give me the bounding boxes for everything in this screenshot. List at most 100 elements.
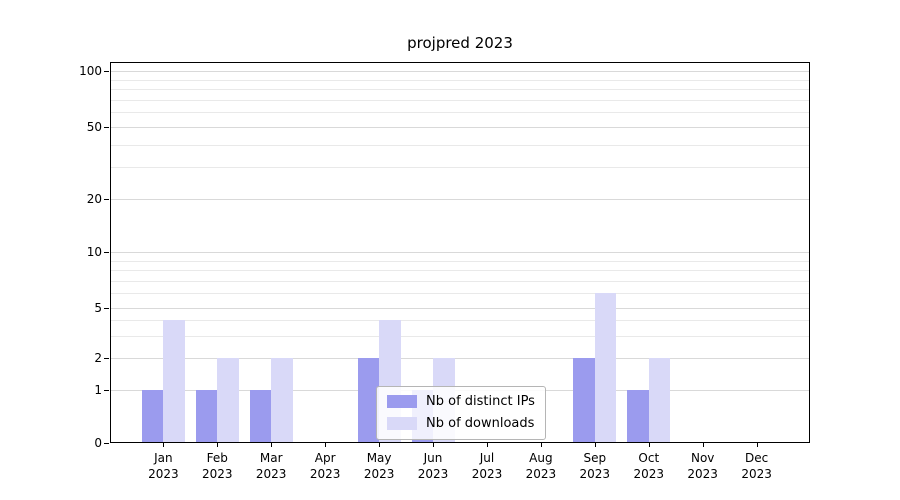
gridline-y-70 [110, 100, 810, 101]
bar-series0-mar [249, 390, 272, 443]
y-tick-label-10: 10 [86, 245, 102, 259]
x-tick-month: Apr [314, 451, 336, 465]
x-tick-month: Nov [690, 451, 715, 465]
x-tick-label-jan: Jan 2023 [133, 450, 193, 482]
y-tick-label-100: 100 [79, 64, 102, 78]
x-tick-year: 2023 [202, 467, 233, 481]
x-tick-mark-nov [703, 443, 704, 447]
x-tick-mark-aug [541, 443, 542, 447]
legend-item-distinct-ips: Nb of distinct IPs [387, 394, 535, 409]
y-tick-label-5: 5 [94, 301, 102, 315]
y-tick-label-2: 2 [94, 351, 102, 365]
x-tick-month: Sep [583, 451, 607, 465]
gridline-y-50 [110, 127, 810, 128]
x-tick-mark-jul [487, 443, 488, 447]
x-tick-label-aug: Aug 2023 [511, 450, 571, 482]
bar-series0-may [357, 358, 380, 443]
bar-series1-feb [217, 358, 239, 443]
y-tick-mark-0 [104, 443, 109, 444]
x-tick-month: Dec [744, 451, 769, 465]
x-tick-label-dec: Dec 2023 [727, 450, 787, 482]
x-tick-year: 2023 [309, 467, 341, 481]
x-tick-mark-dec [757, 443, 758, 447]
x-tick-label-apr: Apr 2023 [295, 450, 355, 482]
x-tick-month: Jun [423, 451, 443, 465]
x-tick-label-mar: Mar 2023 [241, 450, 301, 482]
y-tick-mark-100 [104, 71, 109, 72]
gridline-y-10 [110, 252, 810, 253]
legend: Nb of distinct IPs Nb of downloads [376, 386, 546, 440]
gridline-y-3 [110, 336, 810, 337]
x-tick-year: 2023 [471, 467, 503, 481]
x-tick-month: Mar [259, 451, 283, 465]
x-tick-mark-may [379, 443, 380, 447]
y-tick-mark-5 [104, 308, 109, 309]
bar-series0-jan [141, 390, 164, 443]
bar-series1-jan [163, 320, 185, 443]
bar-series0-feb [195, 390, 218, 443]
x-tick-label-feb: Feb 2023 [187, 450, 247, 482]
legend-swatch-distinct-ips [387, 395, 417, 408]
gridline-y-20 [110, 199, 810, 200]
x-tick-mark-jan [163, 443, 164, 447]
bar-series1-sep [594, 293, 617, 443]
gridline-y-90 [110, 80, 810, 81]
gridline-y-5 [110, 308, 810, 309]
y-tick-label-50: 50 [86, 120, 102, 134]
x-tick-year: 2023 [417, 467, 449, 481]
y-tick-mark-10 [104, 252, 109, 253]
x-tick-year: 2023 [148, 467, 179, 481]
legend-label-downloads: Nb of downloads [426, 416, 535, 431]
gridline-y-2 [110, 358, 810, 359]
y-tick-mark-1 [104, 390, 109, 391]
x-tick-month: Feb [206, 451, 228, 465]
gridline-y-80 [110, 89, 810, 90]
x-tick-month: Jul [479, 451, 495, 465]
gridline-y-30 [110, 167, 810, 168]
x-tick-mark-jun [433, 443, 434, 447]
x-tick-year: 2023 [363, 467, 395, 481]
x-tick-mark-feb [217, 443, 218, 447]
x-tick-mark-sep [595, 443, 596, 447]
gridline-y-40 [110, 145, 810, 146]
y-tick-mark-2 [104, 358, 109, 359]
y-tick-label-1: 1 [94, 383, 102, 397]
bar-series1-mar [271, 358, 293, 443]
gridline-y-8 [110, 270, 810, 271]
x-tick-year: 2023 [255, 467, 287, 481]
x-tick-mark-oct [649, 443, 650, 447]
x-tick-label-jun: Jun 2023 [403, 450, 463, 482]
y-tick-label-0: 0 [94, 436, 102, 450]
x-tick-month: Oct [638, 451, 660, 465]
x-tick-mark-mar [271, 443, 272, 447]
bar-series0-oct [627, 390, 649, 443]
x-tick-month: May [366, 451, 392, 465]
gridline-y-6 [110, 293, 810, 294]
bar-series0-sep [573, 358, 595, 443]
legend-swatch-downloads [387, 417, 417, 430]
x-tick-label-may: May 2023 [349, 450, 409, 482]
y-tick-label-20: 20 [86, 192, 102, 206]
gridline-y-60 [110, 112, 810, 113]
x-tick-mark-apr [325, 443, 326, 447]
x-tick-label-sep: Sep 2023 [565, 450, 625, 482]
gridline-y-100 [110, 71, 810, 72]
bar-series1-oct [648, 358, 671, 443]
x-tick-label-nov: Nov 2023 [673, 450, 733, 482]
x-tick-year: 2023 [633, 467, 665, 481]
gridline-y-4 [110, 320, 810, 321]
plot-area: Nb of distinct IPs Nb of downloads [110, 62, 810, 443]
legend-label-distinct-ips: Nb of distinct IPs [426, 394, 535, 409]
chart-title: projpred 2023 [407, 34, 513, 52]
x-tick-year: 2023 [579, 467, 611, 481]
legend-item-downloads: Nb of downloads [387, 416, 535, 431]
x-tick-month: Aug [529, 451, 553, 465]
x-tick-year: 2023 [741, 467, 772, 481]
x-tick-label-jul: Jul 2023 [457, 450, 517, 482]
x-tick-year: 2023 [687, 467, 718, 481]
x-tick-year: 2023 [525, 467, 557, 481]
x-tick-label-oct: Oct 2023 [619, 450, 679, 482]
y-tick-mark-20 [104, 199, 109, 200]
gridline-y-9 [110, 261, 810, 262]
